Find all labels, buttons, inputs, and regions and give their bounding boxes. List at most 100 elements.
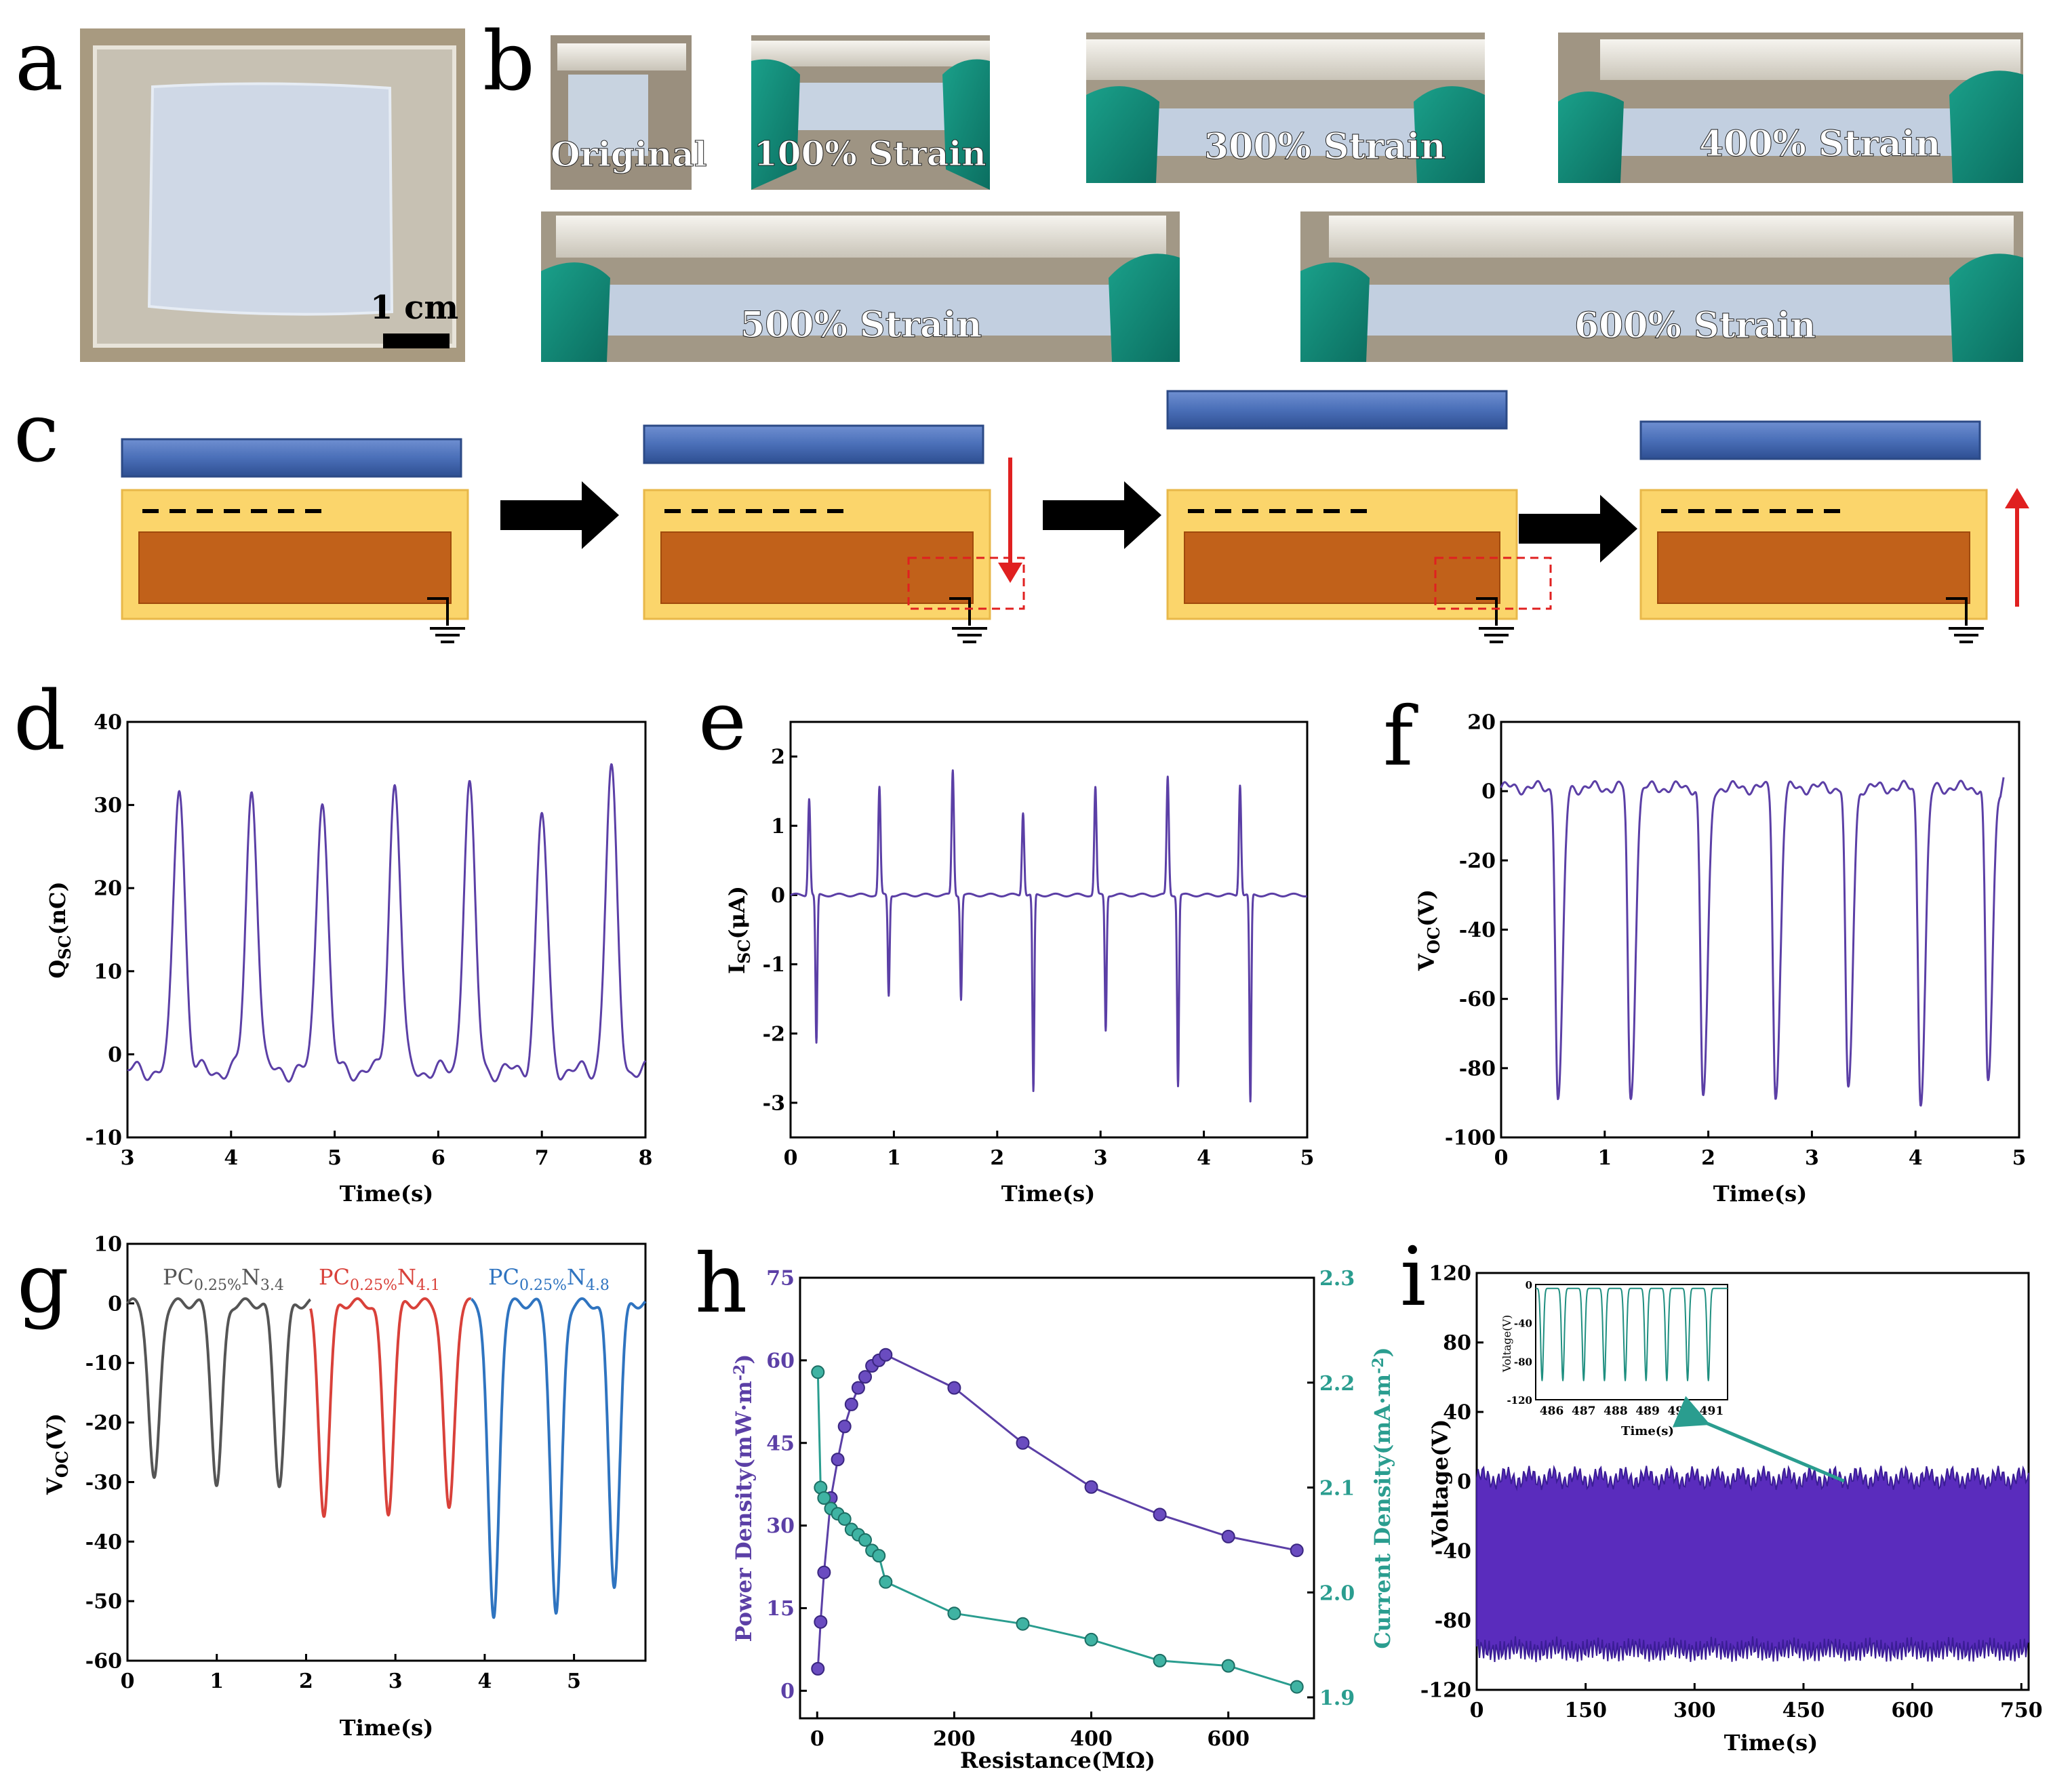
x-axis-title: Time(s) bbox=[1713, 1181, 1807, 1207]
x-tick-label: 8 bbox=[639, 1146, 653, 1170]
inset-pointer-arrow bbox=[1672, 1396, 1845, 1483]
current-density-point bbox=[1221, 1659, 1235, 1673]
x-tick-label: 400 bbox=[1070, 1727, 1113, 1751]
minus-charge bbox=[1188, 509, 1204, 513]
minus-charge bbox=[1715, 509, 1732, 513]
legend-mid: N bbox=[567, 1264, 586, 1290]
legend-label: PC0.25%N4.1 bbox=[319, 1264, 440, 1294]
y-axis-title-sub: SC bbox=[55, 935, 75, 959]
mechanism-stage-4 bbox=[1639, 420, 1988, 643]
photo-b-400: 400% Strain bbox=[1558, 33, 2023, 184]
y-tick-label: -10 bbox=[85, 1127, 122, 1150]
power-density-point bbox=[837, 1419, 852, 1434]
y-axis-title-sub: OC bbox=[52, 1451, 72, 1478]
caption-500: 500% Strain bbox=[740, 304, 982, 346]
current-density-point bbox=[1290, 1680, 1304, 1694]
x-axis-title: Time(s) bbox=[340, 1181, 433, 1207]
legend-mid: N bbox=[241, 1264, 260, 1290]
x-tick-label: 4 bbox=[1197, 1146, 1211, 1170]
y-axis-title-main: V bbox=[1414, 953, 1439, 971]
y-tick-label: -60 bbox=[85, 1650, 122, 1674]
x-tick-label: 5 bbox=[1300, 1146, 1315, 1170]
y-tick-label: -3 bbox=[763, 1091, 785, 1115]
current-density-point bbox=[837, 1512, 852, 1526]
current-density-line bbox=[816, 1372, 1298, 1688]
power-density-point bbox=[1221, 1529, 1235, 1543]
x-tick-label: 150 bbox=[1564, 1699, 1607, 1722]
y-tick-label: 60 bbox=[766, 1349, 795, 1373]
x-tick-label: 750 bbox=[2000, 1699, 2043, 1722]
minus-charge bbox=[664, 509, 681, 513]
y-axis-title-main: I bbox=[724, 964, 750, 974]
plot-frame bbox=[126, 1242, 647, 1662]
process-arrow bbox=[1043, 481, 1161, 549]
y-axis-title-main: Power Density(mW·m bbox=[731, 1381, 757, 1642]
panel-letter-e: e bbox=[698, 674, 746, 769]
y-tick-label: 0 bbox=[1481, 780, 1496, 804]
y-tick-label: 0 bbox=[108, 1292, 122, 1316]
minus-charge bbox=[773, 509, 789, 513]
x-tick-label: 3 bbox=[388, 1670, 403, 1693]
mechanism-stage-2 bbox=[643, 424, 1025, 643]
y-tick-label: 30 bbox=[94, 794, 122, 817]
y-axis-title-right: Current Density(mA·m-2) bbox=[1370, 1347, 1395, 1648]
chart-i: 0 150 300 450 600 750 -120 -80 -40 0 40 80 120 Time(s… bbox=[1420, 1262, 2043, 1756]
top-electrode bbox=[1639, 420, 1981, 460]
inset-x-tick-label: 487 bbox=[1572, 1404, 1596, 1418]
y-axis-title-left: Power Density(mW·m-2) bbox=[731, 1354, 757, 1642]
caption-100: 100% Strain bbox=[754, 134, 987, 174]
caption-400: 400% Strain bbox=[1699, 123, 1940, 165]
minus-charge bbox=[719, 509, 735, 513]
y-tick-label: -80 bbox=[1459, 1057, 1496, 1080]
x-axis-title: Time(s) bbox=[1724, 1730, 1818, 1756]
mechanism-diagram bbox=[121, 390, 2029, 643]
current-density-point bbox=[817, 1491, 831, 1505]
series-line-2 bbox=[309, 1297, 473, 1518]
x-tick-label: 5 bbox=[567, 1670, 581, 1693]
x-tick-label: 4 bbox=[477, 1670, 492, 1693]
current-density-point bbox=[1153, 1653, 1167, 1667]
y-axis-title-close: ) bbox=[1370, 1347, 1395, 1357]
inset-x-tick-label: 489 bbox=[1635, 1404, 1660, 1418]
chart-e: 0 1 2 3 4 5 -3 -2 -1 0 1 2 Time(s) ISC(μA) bbox=[724, 721, 1315, 1207]
bottom-electrode bbox=[660, 531, 974, 604]
y-tick-label: 120 bbox=[1429, 1262, 1471, 1286]
x-tick-label: 1 bbox=[1597, 1146, 1612, 1170]
plot-frame bbox=[789, 721, 1309, 1139]
y-axis-title-unit: (μA) bbox=[724, 886, 750, 939]
y-tick-label: 20 bbox=[1467, 711, 1496, 735]
current-density-point bbox=[858, 1533, 873, 1547]
y-tick-label: -40 bbox=[1435, 1540, 1471, 1564]
y-axis-title-unit: (nC) bbox=[45, 881, 71, 935]
minus-charge bbox=[827, 509, 843, 513]
y-tick-label: 20 bbox=[94, 877, 122, 901]
minus-charge bbox=[800, 509, 816, 513]
y2-tick-label: 1.9 bbox=[1319, 1686, 1355, 1710]
y-axis-title-sub: SC bbox=[734, 939, 754, 964]
y-tick-label: -10 bbox=[85, 1352, 122, 1375]
photo-b-300: 300% Strain bbox=[1086, 33, 1485, 183]
x-tick-label: 7 bbox=[535, 1146, 549, 1170]
power-density-point bbox=[844, 1397, 858, 1411]
x-tick-label: 0 bbox=[1470, 1699, 1484, 1722]
power-density-point bbox=[811, 1661, 825, 1676]
minus-charge bbox=[1824, 509, 1840, 513]
y-axis-title-close: ) bbox=[731, 1354, 757, 1364]
legend-base: PC bbox=[163, 1264, 194, 1290]
voltage-band bbox=[1476, 1464, 2029, 1663]
caption-original: Original bbox=[551, 134, 707, 174]
y-tick-label: -2 bbox=[763, 1022, 785, 1046]
chart-f: 0 1 2 3 4 5 -100 -80 -60 -40 -20 0 20 Time(s) VOC(V) bbox=[1414, 711, 2026, 1207]
electron-arrowhead bbox=[998, 563, 1022, 583]
chart-d: 3 4 5 6 7 8 -10 0 10 20 30 40 Time(s) QSC(nC) bbox=[45, 711, 652, 1207]
mechanism-stage-3 bbox=[1166, 390, 1552, 643]
minus-charge bbox=[142, 509, 159, 513]
inset-y-tick-label: 0 bbox=[1526, 1279, 1532, 1291]
y-tick-label: 0 bbox=[771, 884, 785, 908]
panel-letter-i: i bbox=[1400, 1230, 1426, 1324]
legend-sub: 0.25% bbox=[350, 1277, 397, 1294]
y2-tick-label: 2.3 bbox=[1319, 1267, 1355, 1291]
inset-x-tick-label: 486 bbox=[1540, 1404, 1564, 1418]
photo-b-500: 500% Strain bbox=[541, 211, 1180, 362]
top-electrode bbox=[1166, 390, 1508, 430]
